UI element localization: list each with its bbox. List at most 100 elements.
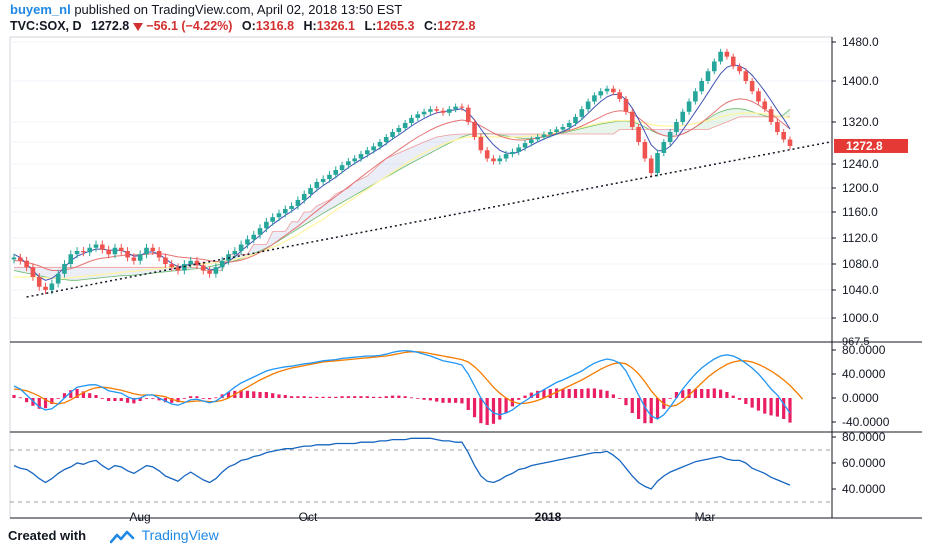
publish-info: published on TradingView.com, April 02, … — [74, 2, 403, 17]
candle-body — [219, 260, 225, 268]
candle-body — [383, 137, 389, 142]
cloud-segment — [39, 267, 46, 277]
macd-histogram-bar — [592, 388, 597, 398]
candle-body — [245, 239, 250, 245]
macd-histogram-bar — [201, 398, 205, 399]
macd-histogram-bar — [327, 396, 332, 398]
candle-body — [207, 270, 212, 274]
candle-body — [573, 116, 578, 123]
candle-body — [636, 127, 641, 142]
low-value: 1265.3 — [376, 19, 415, 33]
cloud-segment — [581, 127, 589, 134]
rsi-line — [13, 437, 791, 490]
candles[interactable] — [11, 48, 793, 295]
candle-body — [346, 161, 351, 166]
time-axis[interactable]: Aug Oct 2018 Mar — [10, 510, 922, 524]
cloud-segment — [83, 267, 90, 280]
candle-body — [289, 206, 294, 209]
macd-histogram-bar — [277, 394, 281, 398]
macd-histogram-bar — [163, 398, 168, 403]
candle-body — [434, 109, 439, 111]
trendline[interactable] — [26, 141, 831, 298]
macd-histogram-bar — [548, 389, 552, 398]
candle-body — [150, 247, 156, 251]
created-with-label: Created with — [8, 528, 87, 543]
candle-body — [320, 179, 326, 182]
rsi-tick-label: 40.0000 — [842, 482, 886, 496]
macd-histogram-bar — [403, 396, 407, 398]
cloud-segment — [707, 114, 715, 130]
candle-body — [617, 92, 622, 99]
chart-header: buyem_nl published on TradingView.com, A… — [10, 2, 910, 36]
candle-body — [535, 137, 540, 140]
candle-body — [232, 251, 238, 255]
macd-histogram-bar — [50, 398, 54, 404]
candle-body — [396, 128, 402, 132]
macd-histogram-bar — [529, 392, 533, 398]
macd-histogram-bar — [460, 398, 464, 404]
high-label: H: — [303, 19, 317, 33]
candle-body — [648, 158, 654, 173]
price-tick-label: 1000.0 — [842, 311, 879, 325]
macd-axis[interactable]: -40.0000 0.0000 40.0000 80.0000 — [832, 343, 890, 429]
macd-histogram-bar — [132, 398, 136, 404]
price-axis[interactable]: 1000.0 1040.0 1080.0 1120.0 1160.0 1200.0 1240… — [832, 35, 908, 348]
time-tick-label: Aug — [129, 510, 150, 524]
rsi-axis[interactable]: 40.0000 60.0000 80.0000 — [832, 430, 886, 496]
macd-histogram-bar — [62, 393, 67, 398]
candle-body — [144, 247, 149, 255]
candle-body — [459, 106, 465, 108]
macd-tick-label: -40.0000 — [842, 415, 890, 429]
macd-histogram-bar — [340, 396, 344, 398]
cloud-segment — [379, 158, 387, 181]
candle-body — [522, 143, 528, 148]
macd-histogram-bar — [315, 396, 319, 398]
cloud-segment — [20, 267, 27, 274]
author-link[interactable]: buyem_nl — [10, 2, 71, 17]
macd-histogram-bar — [182, 398, 186, 399]
macd-histogram-bar — [636, 398, 641, 419]
macd-histogram-bar — [441, 398, 445, 403]
macd-histogram-bar — [498, 398, 502, 420]
rsi-tick-label: 80.0000 — [842, 430, 886, 444]
macd-histogram-bar — [258, 392, 262, 398]
candle-body — [112, 247, 118, 255]
cloud-segment — [121, 267, 128, 276]
candle-body — [579, 109, 585, 117]
macd-histogram-bar — [88, 393, 92, 398]
brand-name[interactable]: TradingView — [141, 527, 219, 543]
macd-histogram-bar — [737, 398, 742, 400]
symbol-label[interactable]: TVC:SOX, D — [10, 19, 82, 33]
macd-histogram-bar — [144, 398, 149, 399]
macd-histogram-bar — [466, 398, 470, 410]
macd-histogram-bar — [517, 398, 521, 400]
change-value: −56.1 (−4.22%) — [146, 19, 233, 33]
down-arrow-icon — [133, 22, 144, 31]
candle-body — [440, 110, 446, 113]
close-value: 1272.8 — [437, 19, 476, 33]
cloud-segment — [720, 109, 727, 125]
macd-histogram-bar — [245, 390, 250, 398]
macd-histogram-bar — [334, 396, 338, 398]
candle-body — [238, 244, 244, 251]
cloud-segment — [411, 144, 418, 163]
candle-body — [137, 254, 143, 261]
price-tick-label: 1320.0 — [842, 115, 879, 129]
macd-histogram-bar — [775, 398, 779, 417]
macd-histogram-bar — [214, 397, 218, 399]
candle-body — [529, 139, 534, 144]
candle-body — [106, 249, 111, 255]
macd-histogram-bar — [782, 398, 786, 419]
candle-body — [705, 71, 711, 81]
cloud-segment — [701, 118, 708, 130]
macd-histogram-bar — [605, 390, 609, 398]
macd-histogram-bar — [397, 395, 401, 398]
chart-canvas[interactable]: 1000.0 1040.0 1080.0 1120.0 1160.0 1200.0 1240… — [0, 0, 932, 527]
macd-histogram-bar — [706, 389, 710, 398]
macd-histogram-bar — [378, 396, 382, 398]
cloud-segment — [354, 179, 361, 196]
candle-body — [598, 91, 604, 96]
macd-histogram-bar — [422, 398, 426, 400]
cloud-segment — [114, 267, 122, 277]
macd-histogram-bar — [580, 389, 584, 398]
